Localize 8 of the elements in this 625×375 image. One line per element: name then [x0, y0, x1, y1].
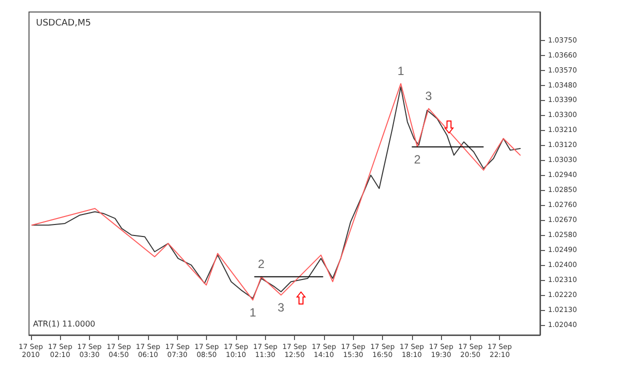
annotation: ATR(1) 11.0000	[33, 320, 96, 328]
text: USDCAD,M5	[36, 18, 91, 28]
annotation: 3	[278, 300, 285, 315]
annotation: 2	[258, 257, 265, 272]
annotation: 1	[249, 306, 256, 320]
annotation: 2	[414, 152, 421, 166]
annotation: 3	[425, 89, 432, 104]
annotation: 1	[397, 64, 404, 78]
